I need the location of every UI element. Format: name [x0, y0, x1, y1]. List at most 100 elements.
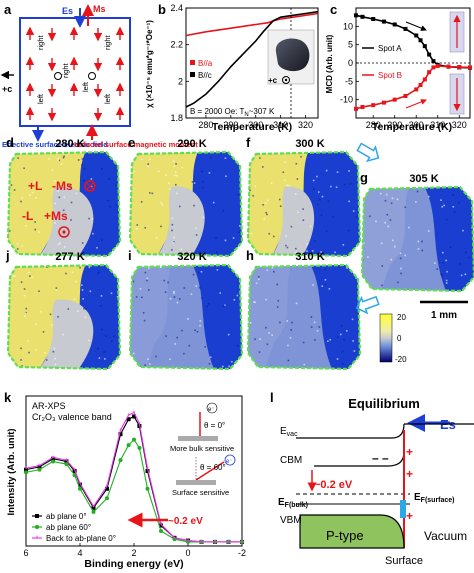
cbm-label: CBM [280, 455, 302, 466]
k-subtitle: Cr₂O₃ valence band [32, 412, 112, 422]
data-point [381, 19, 386, 24]
data-point [418, 38, 423, 43]
data-point: * [187, 539, 190, 546]
panel-a-label: a [4, 2, 12, 17]
right-label: right [103, 34, 112, 50]
legend-label: B//a [198, 59, 213, 68]
data-point: * [146, 466, 149, 473]
y-axis-title: Intensity (Arb. unit) [6, 428, 17, 515]
surface-label: Surface sensitive [172, 488, 229, 497]
series-line [185, 12, 319, 37]
shift-label: ~0.2 eV [168, 516, 203, 527]
data-point [51, 459, 55, 464]
map-temperature: 280 K [55, 138, 84, 150]
domain-annotation: +Ms [44, 209, 68, 223]
data-series [185, 10, 319, 108]
map-temperature: 310 K [295, 251, 324, 263]
data-point [132, 437, 136, 442]
x-tick-label: 290 [387, 120, 402, 130]
ms-out-icon [84, 180, 96, 192]
data-point [360, 105, 365, 109]
emission-path [195, 461, 225, 481]
sample-outline [128, 150, 244, 258]
data-point [105, 496, 109, 501]
domain-region [309, 265, 360, 369]
sample-outline [128, 263, 244, 371]
domain-region [8, 152, 87, 256]
axis-ticks: 280 290 300 310 320 1.8 2 2.2 2.4 [170, 3, 313, 130]
data-point: * [106, 484, 109, 491]
cbm-line [314, 451, 405, 467]
data-point [446, 64, 451, 69]
legend-label: Spot A [378, 44, 402, 53]
mcd-maps: d 280 K e 290 K f 300 K g 305 K j 277 K i 320 K h 310… [5, 135, 474, 371]
left-label: left [103, 93, 112, 104]
y-axis-title: MCD (Arb. unit) [325, 34, 334, 93]
data-point [159, 529, 163, 533]
geometry-inset: e⁻ θ = 0° More bulk sensitive e⁻ θ = 60°… [170, 402, 236, 497]
legend-label: Spot B [378, 71, 402, 80]
data-point [360, 14, 365, 19]
map-temperature: 290 K [177, 138, 206, 150]
data-point [24, 470, 28, 475]
condition-text: B = 2000 Oe: TN~307 K [190, 107, 275, 118]
field-caption: Effective surface electric field [2, 140, 108, 149]
legend-label: Back to ab-plane 0° [46, 534, 116, 543]
data-point [354, 106, 358, 111]
map-label: i [128, 248, 132, 263]
y-axis-title: χ (×10⁻⁵ emu*g⁻¹*Oe⁻¹) [145, 20, 154, 108]
data-point: * [214, 540, 217, 547]
data-point [118, 432, 123, 437]
data-point [126, 417, 131, 422]
data-point [137, 445, 142, 450]
sample-outline [246, 263, 362, 371]
data-point: * [25, 466, 28, 473]
data-point [422, 77, 427, 82]
y-tick-label: 2 [178, 76, 183, 86]
data-point [118, 458, 123, 463]
data-point [354, 13, 358, 18]
domain-region [272, 186, 315, 256]
legend-label: ab plane 60° [46, 523, 91, 532]
y-tick-label: -5 [345, 76, 353, 86]
data-point [371, 103, 376, 108]
domain-annotation: +L [28, 179, 42, 193]
map-label: e [128, 135, 135, 150]
map-temperature: 305 K [409, 173, 438, 185]
c-axis-dot-icon [282, 76, 290, 84]
panel-k-label: k [4, 390, 12, 405]
x-tick-label: 280 [366, 120, 381, 130]
svg-text:*: * [36, 536, 39, 542]
domain-region [362, 187, 410, 291]
svg-text:+: + [406, 509, 413, 523]
domain-annotation: -Ms [52, 179, 73, 193]
svg-text:e⁻: e⁻ [226, 459, 233, 465]
data-point [414, 87, 419, 92]
mcd-map-tile: f 300 K [246, 135, 362, 258]
spin-arrows [25, 26, 125, 122]
data-point: * [173, 536, 176, 543]
data-point [78, 486, 82, 491]
colorbar-zero: 0 [397, 334, 402, 343]
panel-c-label: c [330, 2, 337, 17]
x-axis-title: Temperature (K) [212, 121, 292, 133]
x-tick-label: 280 [198, 120, 213, 130]
sample-outline [6, 263, 122, 371]
surface-charge: – – [372, 451, 389, 465]
panel-l: l Equilibrium Es Evac CBM – – EF(bulk) E… [270, 390, 474, 567]
data-point [51, 456, 55, 461]
data-point [126, 443, 131, 448]
data-point [422, 44, 427, 49]
panel-k: k 6 4 2 0 -2 * ** ******* ***** * * * * * AR-XPS Cr₂… [4, 390, 246, 570]
svg-text:+: + [406, 467, 413, 481]
data-point [468, 65, 472, 70]
domain-region [39, 186, 94, 256]
ptype-label: P-type [326, 528, 364, 543]
colorbar-max: 20 [397, 313, 406, 322]
map-label: g [360, 170, 368, 185]
y-tick-label: 0 [348, 58, 353, 68]
legend-label: ab plane 0° [46, 512, 87, 521]
panel-c: c 280 290 300 310 320 -10 -5 0 5 10 Spot A Spot B… [325, 2, 472, 133]
left-label: left [81, 81, 90, 92]
legend-label: B//c [198, 71, 212, 80]
